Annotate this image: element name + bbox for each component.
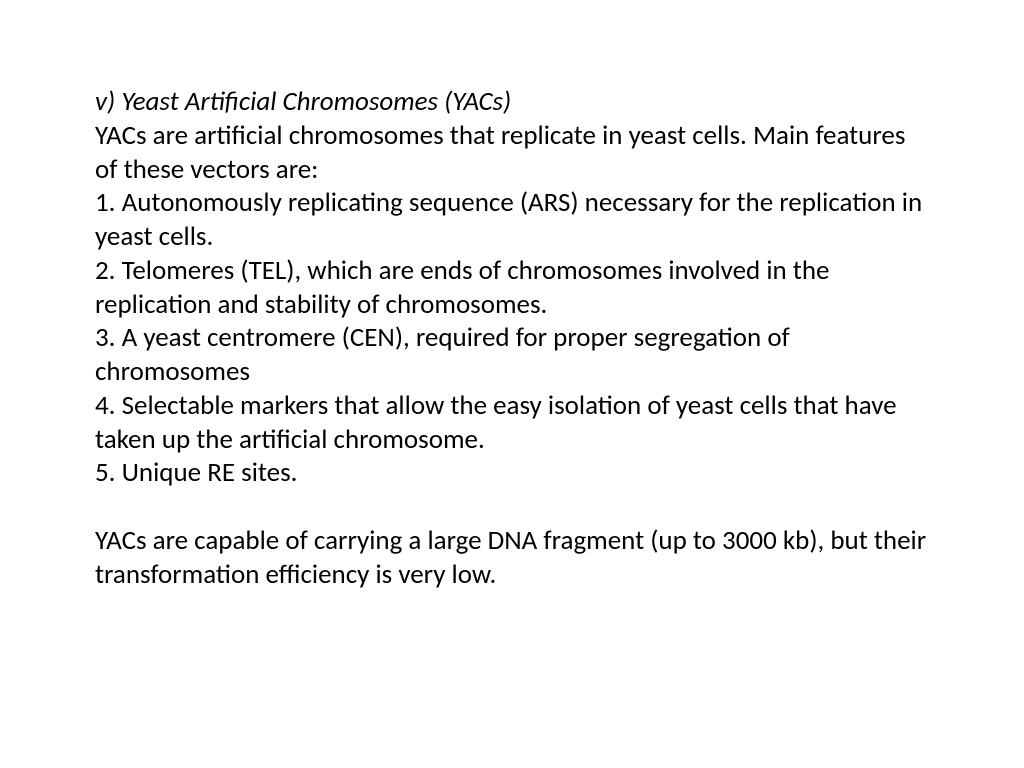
- list-item-1: 1. Autonomously replicating sequence (AR…: [95, 186, 929, 254]
- footnote-text: YACs are capable of carrying a large DNA…: [95, 524, 929, 592]
- document-content: v) Yeast Artificial Chromosomes (YACs) Y…: [95, 85, 929, 592]
- list-item-3: 3. A yeast centromere (CEN), required fo…: [95, 321, 929, 389]
- section-title: v) Yeast Artificial Chromosomes (YACs): [95, 85, 929, 119]
- paragraph-spacer: [95, 490, 929, 524]
- list-item-4: 4. Selectable markers that allow the eas…: [95, 389, 929, 457]
- intro-text: YACs are artificial chromosomes that rep…: [95, 119, 929, 187]
- list-item-5: 5. Unique RE sites.: [95, 456, 929, 490]
- list-item-2: 2. Telomeres (TEL), which are ends of ch…: [95, 254, 929, 322]
